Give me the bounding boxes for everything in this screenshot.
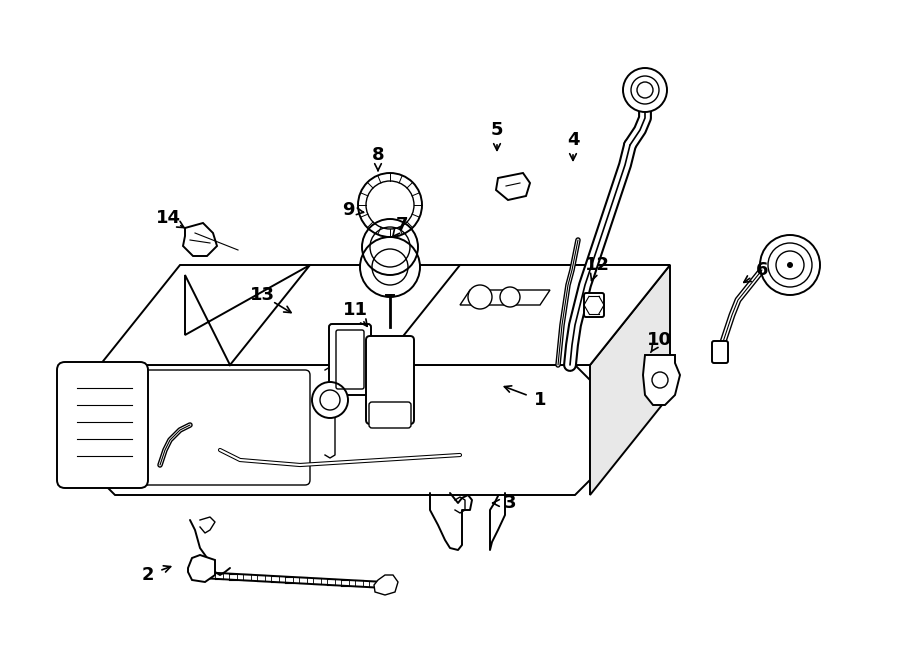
Circle shape bbox=[623, 68, 667, 112]
Circle shape bbox=[360, 237, 420, 297]
Polygon shape bbox=[183, 223, 217, 256]
Text: 13: 13 bbox=[249, 286, 274, 304]
Polygon shape bbox=[496, 173, 530, 200]
Text: 9: 9 bbox=[342, 201, 355, 219]
Polygon shape bbox=[374, 575, 398, 595]
Polygon shape bbox=[100, 265, 670, 365]
Text: 4: 4 bbox=[567, 131, 580, 149]
Text: 12: 12 bbox=[584, 256, 609, 274]
Text: 2: 2 bbox=[142, 566, 154, 584]
Text: 1: 1 bbox=[534, 391, 546, 409]
FancyBboxPatch shape bbox=[712, 341, 728, 363]
FancyBboxPatch shape bbox=[366, 336, 414, 424]
Polygon shape bbox=[188, 555, 215, 582]
Circle shape bbox=[312, 382, 348, 418]
Text: 14: 14 bbox=[156, 209, 181, 227]
Polygon shape bbox=[185, 265, 310, 365]
Text: 6: 6 bbox=[756, 261, 769, 279]
Text: 3: 3 bbox=[504, 494, 517, 512]
Text: 8: 8 bbox=[372, 146, 384, 164]
Polygon shape bbox=[460, 290, 550, 305]
Text: 7: 7 bbox=[396, 216, 409, 234]
Circle shape bbox=[500, 287, 520, 307]
Circle shape bbox=[760, 235, 820, 295]
Text: 5: 5 bbox=[491, 121, 503, 139]
Polygon shape bbox=[590, 265, 670, 495]
Polygon shape bbox=[100, 365, 590, 495]
FancyBboxPatch shape bbox=[336, 330, 364, 389]
Circle shape bbox=[468, 285, 492, 309]
FancyBboxPatch shape bbox=[57, 362, 148, 488]
Circle shape bbox=[366, 181, 414, 229]
FancyBboxPatch shape bbox=[329, 324, 371, 395]
Circle shape bbox=[370, 227, 410, 267]
Polygon shape bbox=[643, 355, 680, 405]
Polygon shape bbox=[380, 265, 670, 365]
Circle shape bbox=[787, 262, 793, 268]
FancyBboxPatch shape bbox=[584, 293, 604, 317]
Text: 10: 10 bbox=[646, 331, 671, 349]
FancyBboxPatch shape bbox=[369, 402, 411, 428]
Text: 11: 11 bbox=[343, 301, 367, 319]
